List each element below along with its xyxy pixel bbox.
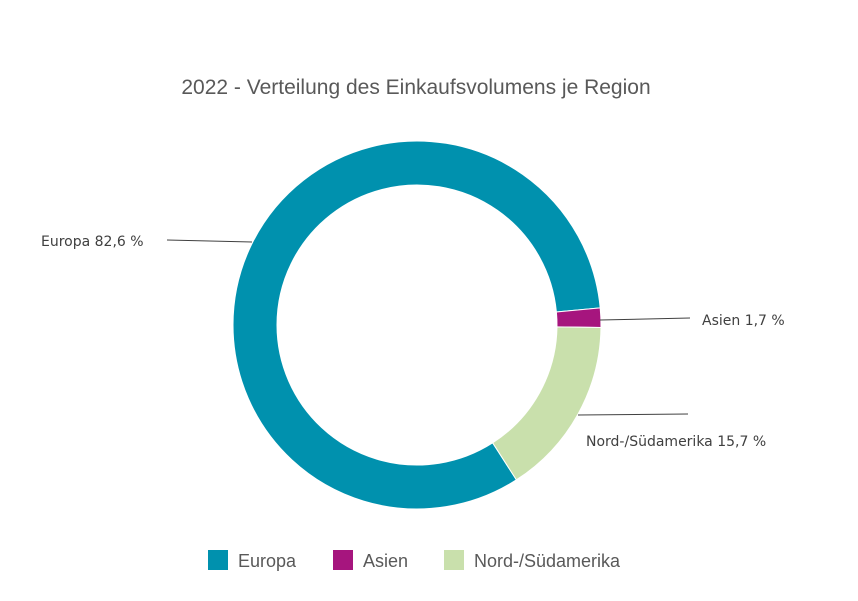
legend-label-europa: Europa [238, 551, 297, 571]
leader-line-europa [166, 239, 253, 243]
data-label-asien: Asien 1,7 % [702, 313, 785, 329]
legend-swatch-asien [333, 550, 353, 570]
legend-label-asien: Asien [363, 551, 408, 571]
leader-line-asien [599, 317, 691, 321]
legend-swatch-europa [208, 550, 228, 570]
leader-line-amerika [577, 413, 689, 416]
data-label-amerika: Nord-/Südamerika 15,7 % [586, 434, 766, 450]
donut-slice-europa [232, 140, 601, 510]
chart-title: 2022 - Verteilung des Einkaufsvolumens j… [181, 76, 650, 99]
legend: Europa Asien Nord-/Südamerika [208, 550, 621, 571]
data-label-europa: Europa 82,6 % [41, 234, 144, 250]
legend-label-amerika: Nord-/Südamerika [474, 551, 621, 571]
legend-swatch-amerika [444, 550, 464, 570]
leader-lines [166, 239, 691, 416]
donut-slice-amerika [491, 326, 602, 481]
